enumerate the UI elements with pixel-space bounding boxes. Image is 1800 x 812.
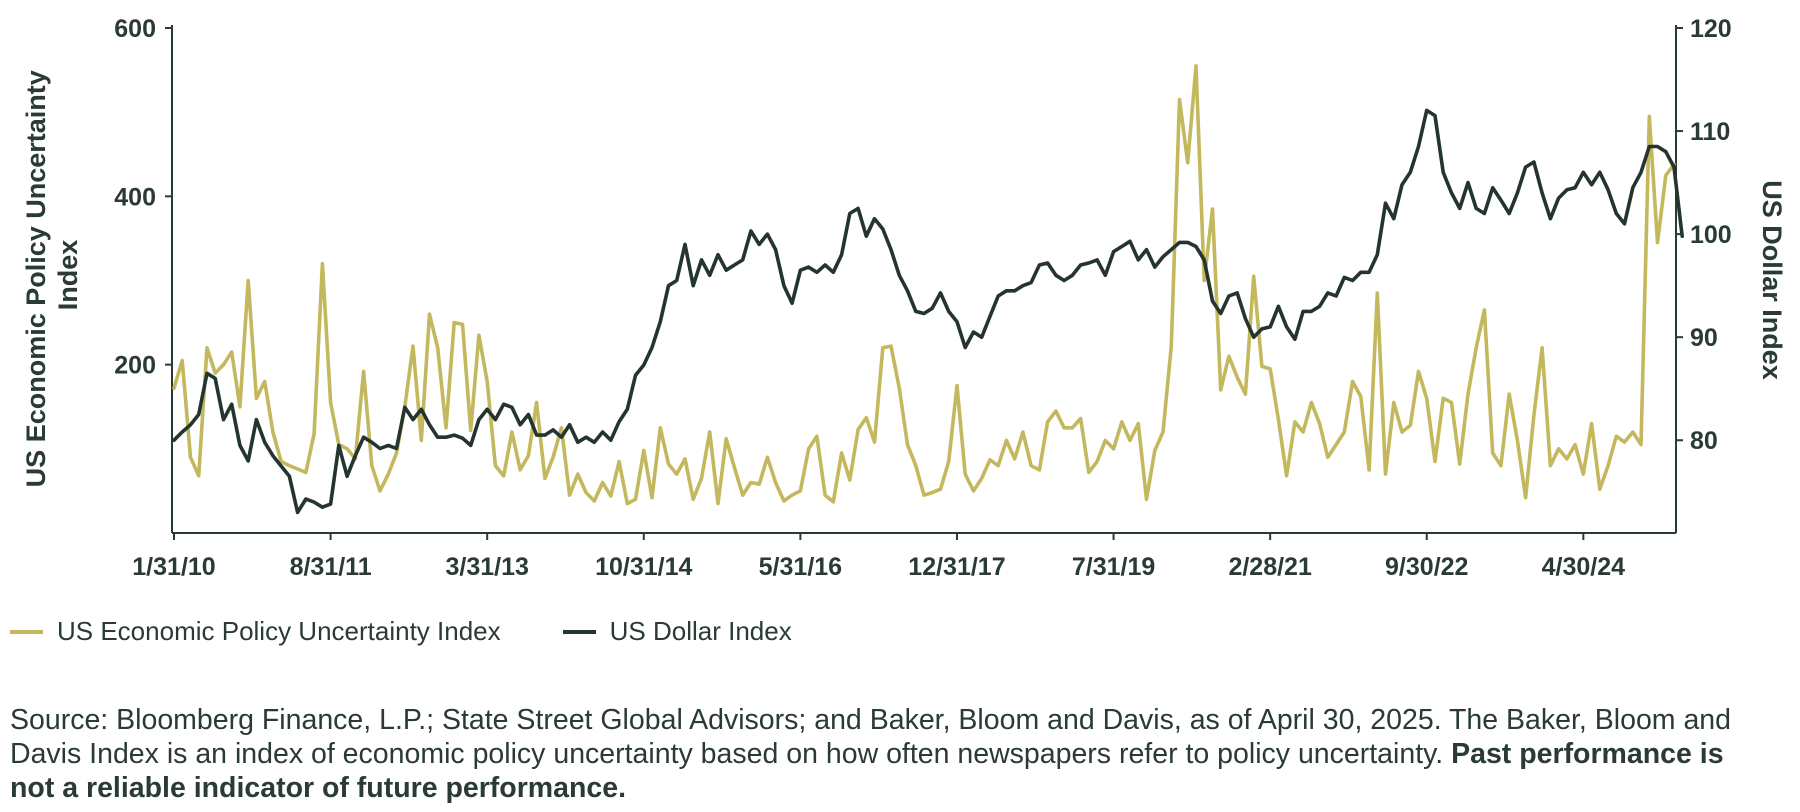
dual-axis-line-chart: 600 400 200 120 110 100 90 80 1/31/10 8/31/11 3/31…	[21, 15, 1787, 581]
left-tick-label: 200	[114, 352, 156, 380]
legend-item-epu: US Economic Policy Uncertainty Index	[10, 616, 501, 647]
right-tick-label: 90	[1690, 324, 1718, 352]
x-tick-label: 4/30/24	[1542, 553, 1626, 581]
right-tick-label: 100	[1690, 221, 1732, 249]
x-tick-label: 3/31/13	[445, 553, 528, 581]
legend-swatch-usd	[562, 629, 596, 634]
x-tick-label: 2/28/21	[1228, 553, 1312, 581]
source-text: Source: Bloomberg Finance, L.P.; State S…	[10, 704, 1732, 770]
legend-swatch-epu	[10, 629, 43, 634]
left-tick-label: 600	[114, 15, 156, 43]
chart-ticks: 600 400 200 120 110 100 90 80 1/31/10 8/31/11 3/31…	[114, 15, 1731, 581]
chart-series	[172, 64, 1684, 515]
legend-item-usd: US Dollar Index	[562, 616, 792, 647]
right-tick-label: 110	[1690, 118, 1730, 146]
legend-label-usd: US Dollar Index	[609, 616, 792, 646]
x-tick-label: 12/31/17	[908, 553, 1005, 581]
x-tick-label: 9/30/22	[1385, 553, 1468, 581]
chart-axes	[171, 25, 1677, 534]
x-tick-label: 5/31/16	[759, 553, 842, 581]
source-disclaimer: Past performance is not a reliable indic…	[10, 738, 1724, 804]
source-note: Source: Bloomberg Finance, L.P.; State S…	[10, 703, 1770, 805]
series-line-epu	[172, 64, 1676, 506]
right-tick-label: 80	[1690, 427, 1718, 455]
chart-legend: US Economic Policy Uncertainty Index US …	[10, 616, 854, 647]
left-tick-label: 400	[114, 183, 156, 211]
legend-label-epu: US Economic Policy Uncertainty Index	[57, 616, 501, 646]
x-tick-label: 1/31/10	[132, 553, 215, 581]
x-tick-label: 10/31/14	[595, 553, 692, 581]
x-tick-label: 8/31/11	[290, 553, 372, 581]
right-tick-label: 120	[1690, 15, 1732, 43]
x-tick-label: 7/31/19	[1072, 553, 1155, 581]
right-axis-title: US Dollar Index	[1757, 180, 1787, 380]
series-line-usd	[172, 108, 1684, 515]
left-axis-title: US Economic Policy Uncertainty Index	[21, 63, 83, 488]
